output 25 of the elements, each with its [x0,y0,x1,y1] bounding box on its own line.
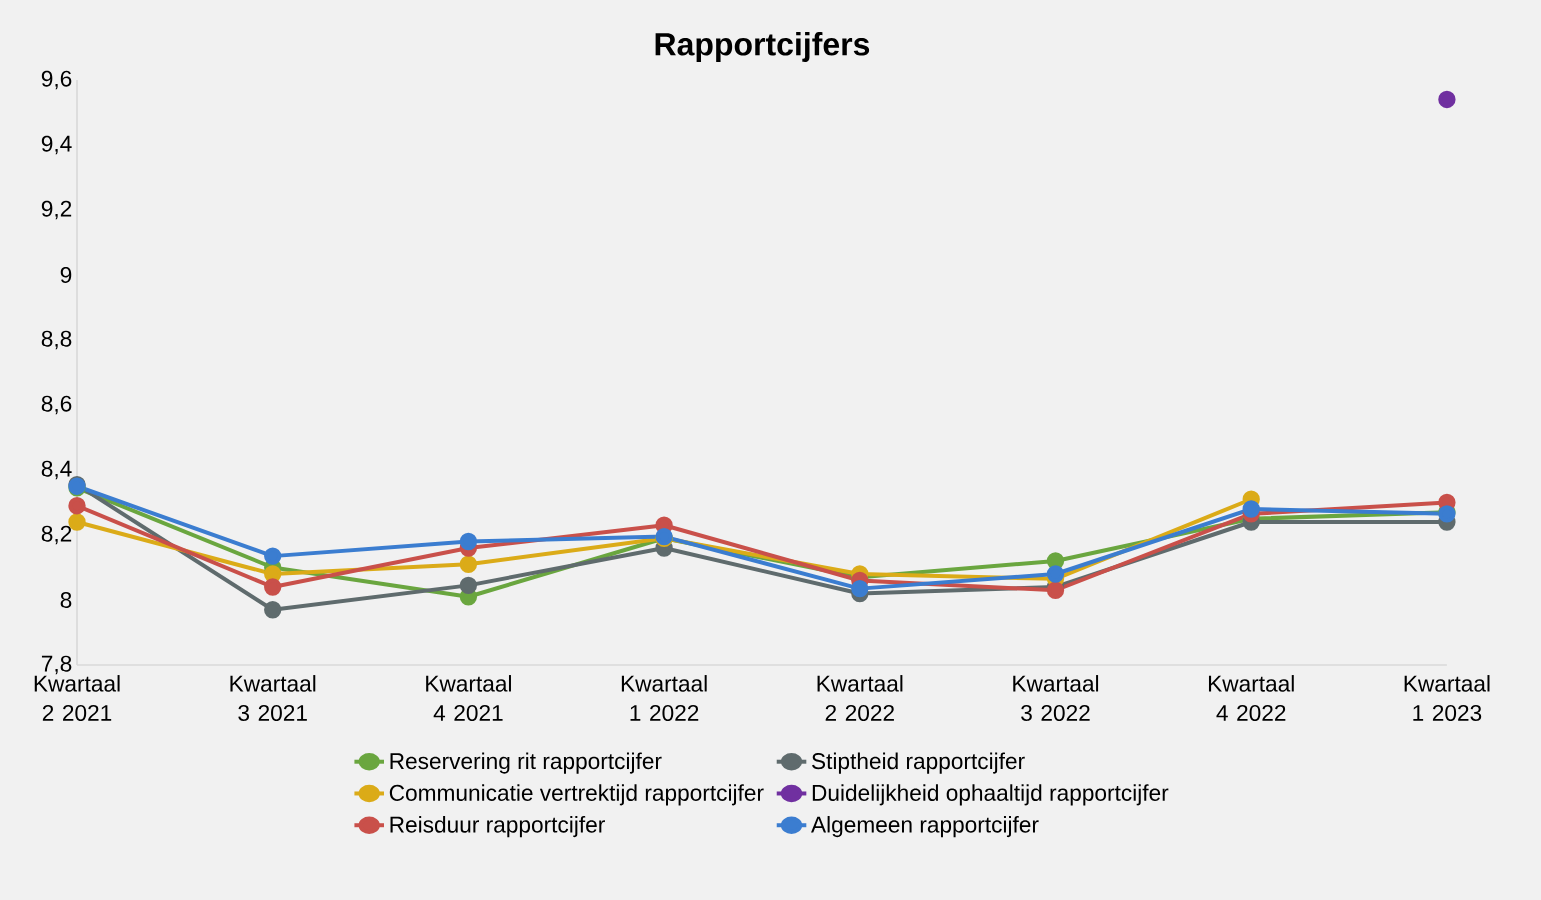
x-tick-label: Kwartaal 3 2022 [1013,675,1099,722]
x-tick-label: Kwartaal 1 2023 [1404,675,1490,722]
legend-label: Duidelijkheid ophaaltijd rapportcijfer [812,784,1169,806]
legend-label: Reservering rit rapportcijfer [390,752,662,774]
y-tick-label: 7,8 [41,655,72,675]
y-tick-label: 8,8 [41,330,72,350]
y-tick-label: 8,6 [41,395,72,415]
legend-label: Communicatie vertrektijd rapportcijfer [389,784,764,806]
legend-label: Algemeen rapportcijfer [811,816,1039,838]
y-tick-label: 9,4 [41,135,72,155]
x-tick-label: Kwartaal 3 2021 [230,675,316,722]
x-tick-label: Kwartaal 2 2021 [34,675,120,722]
y-tick-label: 9 [60,266,72,284]
x-tick-label: Kwartaal 4 2021 [426,675,511,722]
y-tick-label: 8 [60,591,72,609]
y-tick-label: 8,2 [41,525,72,545]
x-tick-label: Kwartaal 1 2022 [621,675,707,722]
legend-label: Stiptheid rapportcijfer [812,752,1025,774]
x-tick-label: Kwartaal 4 2022 [1208,675,1294,722]
y-tick-label: 9,6 [41,70,72,90]
y-tick-label: 8,4 [41,460,72,480]
chart-title: Rapportcijfers [655,32,870,62]
y-tick-label: 9,2 [41,200,72,220]
legend-label: Reisduur rapportcijfer [390,816,605,838]
x-tick-label: Kwartaal 2 2022 [817,675,903,722]
